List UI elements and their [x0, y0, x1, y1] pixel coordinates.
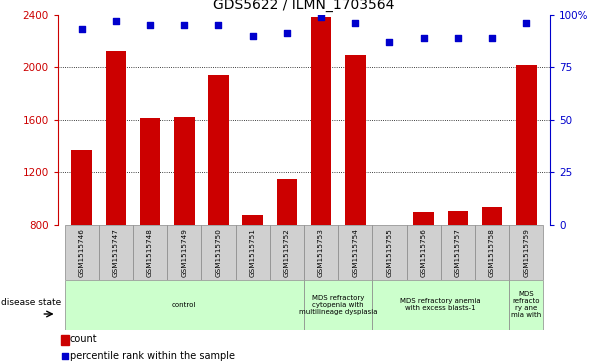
Title: GDS5622 / ILMN_1703564: GDS5622 / ILMN_1703564 [213, 0, 395, 12]
Point [282, 30, 292, 36]
Text: GSM1515747: GSM1515747 [113, 228, 119, 277]
Text: GSM1515754: GSM1515754 [352, 228, 358, 277]
Point [77, 26, 86, 32]
Bar [64, 225, 98, 280]
Bar [167, 225, 201, 280]
Bar [270, 225, 304, 280]
Point [385, 39, 395, 45]
Bar [441, 225, 475, 280]
Bar [304, 280, 372, 330]
Text: MDS refractory anemia
with excess blasts-1: MDS refractory anemia with excess blasts… [401, 298, 481, 311]
Bar [72, 150, 92, 225]
Bar [379, 225, 399, 227]
Bar [133, 225, 167, 280]
Bar [510, 280, 544, 330]
Text: GSM1515750: GSM1515750 [215, 228, 221, 277]
Bar [311, 17, 331, 225]
Point [145, 22, 155, 28]
Bar [475, 225, 509, 280]
Bar [201, 225, 236, 280]
Bar [407, 225, 441, 280]
Point [453, 35, 463, 41]
Bar [243, 215, 263, 225]
Point [111, 18, 121, 24]
Point [179, 22, 189, 28]
Point [316, 14, 326, 20]
Point [60, 353, 69, 359]
Bar [510, 225, 544, 280]
Text: GSM1515746: GSM1515746 [78, 228, 85, 277]
Bar [447, 211, 468, 225]
Text: GSM1515759: GSM1515759 [523, 228, 530, 277]
Bar [174, 117, 195, 225]
Bar [516, 65, 536, 225]
Text: GSM1515757: GSM1515757 [455, 228, 461, 277]
Bar [277, 179, 297, 225]
Bar [208, 75, 229, 225]
Text: GSM1515751: GSM1515751 [250, 228, 256, 277]
Text: control: control [172, 302, 196, 308]
Bar [61, 335, 69, 345]
Bar [372, 280, 510, 330]
Text: GSM1515758: GSM1515758 [489, 228, 495, 277]
Text: count: count [69, 334, 97, 344]
Text: GSM1515748: GSM1515748 [147, 228, 153, 277]
Bar [64, 280, 304, 330]
Point [522, 20, 531, 26]
Bar [413, 212, 434, 225]
Bar [345, 55, 365, 225]
Bar [98, 225, 133, 280]
Point [248, 33, 258, 38]
Text: GSM1515755: GSM1515755 [387, 228, 393, 277]
Bar [482, 207, 502, 225]
Bar [304, 225, 338, 280]
Bar [106, 52, 126, 225]
Point [213, 22, 223, 28]
Bar [236, 225, 270, 280]
Point [350, 20, 360, 26]
Bar [338, 225, 372, 280]
Text: GSM1515753: GSM1515753 [318, 228, 324, 277]
Text: GSM1515752: GSM1515752 [284, 228, 290, 277]
Text: GSM1515756: GSM1515756 [421, 228, 427, 277]
Text: GSM1515749: GSM1515749 [181, 228, 187, 277]
Point [419, 35, 429, 41]
Text: percentile rank within the sample: percentile rank within the sample [69, 351, 235, 361]
Bar [140, 118, 161, 225]
Text: MDS
refracto
ry ane
mia with: MDS refracto ry ane mia with [511, 291, 542, 318]
Bar [372, 225, 407, 280]
Text: MDS refractory
cytopenia with
multilineage dysplasia: MDS refractory cytopenia with multilinea… [299, 295, 378, 315]
Text: disease state: disease state [1, 298, 61, 307]
Point [487, 35, 497, 41]
